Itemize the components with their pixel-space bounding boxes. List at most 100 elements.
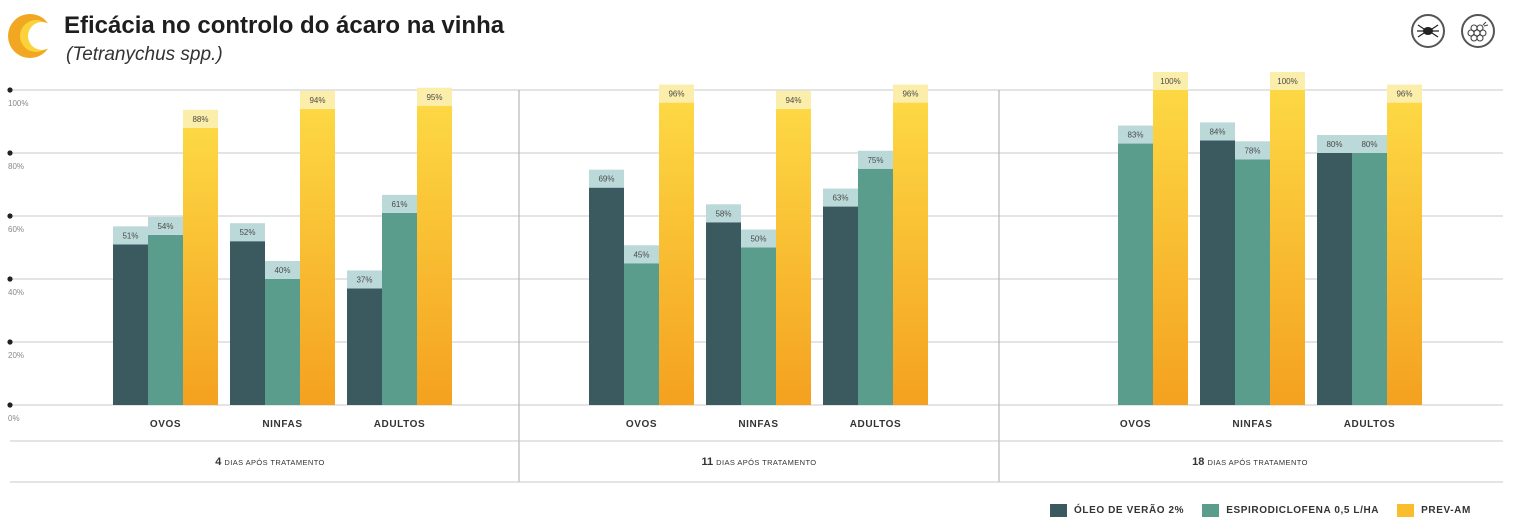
legend-label-oleo: ÓLEO DE VERÃO 2% [1074,505,1185,516]
data-label-bg [776,90,811,109]
category-label: OVOS [150,419,181,430]
bar [659,102,694,405]
data-label-bg [183,109,218,128]
data-label: 88% [192,115,208,124]
legend-swatch-espiro [1202,504,1220,517]
tick-dot [7,402,13,408]
category-label: ADULTOS [1344,419,1396,430]
data-label-bg [893,84,928,103]
legend: ÓLEO DE VERÃO 2% ESPIRODICLOFENA 0,5 L/H… [1050,504,1471,517]
data-label: 96% [902,90,918,99]
data-label-bg [589,169,624,188]
bar [893,102,928,405]
bar [265,279,300,405]
data-label-bg [1317,135,1352,153]
data-label: 45% [633,250,649,259]
tick-dot [7,276,13,282]
data-label-bg [1352,135,1387,153]
bar [183,127,218,406]
group-label: 18 DIAS APÓS TRATAMENTO [1192,456,1308,468]
data-label: 95% [426,93,442,102]
bar [624,263,659,405]
brand-logo [8,14,50,58]
legend-label-espiro: ESPIRODICLOFENA 0,5 L/HA [1226,505,1380,516]
bar [1317,153,1352,405]
legend-item-espiro: ESPIRODICLOFENA 0,5 L/HA [1202,504,1379,517]
bar [1153,90,1188,405]
y-tick-label: 100% [8,99,28,108]
bar [113,244,148,405]
legend-swatch-oleo [1050,504,1067,517]
data-label: 63% [832,194,848,203]
legend-label-prev: PREV-AM [1421,505,1471,516]
legend-item-prev: PREV-AM [1397,504,1471,517]
bar [382,212,417,405]
data-label: 83% [1127,131,1143,140]
data-label: 51% [122,231,138,240]
bar [347,288,382,405]
data-label: 61% [391,200,407,209]
data-label-bg [1153,72,1188,90]
tick-dot [7,339,13,345]
data-label-bg [1387,84,1422,103]
data-label: 94% [309,96,325,105]
chart-area: 0% 20% 40% 60% 80% 100% 51% 54% 88% OVOS 52% 40% 94%… [7,72,1503,483]
data-label-bg [1118,125,1153,144]
bar [706,222,741,405]
data-label: 78% [1244,146,1260,155]
category-label: NINFAS [738,419,778,430]
legend-swatch-prev [1397,504,1415,517]
category-label: NINFAS [1232,419,1272,430]
data-label-bg [230,223,265,242]
bar [148,234,183,405]
data-label-bg [347,270,382,289]
grapes-icon[interactable] [1461,14,1495,48]
data-label-bg [300,90,335,109]
data-label: 84% [1209,127,1225,136]
bar [823,206,858,405]
bar [741,247,776,405]
chart-subtitle: (Tetranychus spp.) [66,44,223,65]
bar [417,105,452,405]
bar [1352,153,1387,405]
category-label: NINFAS [262,419,302,430]
chart-title: Eficácia no controlo do ácaro na vinha [64,12,505,39]
bar [1387,102,1422,405]
group-label: 4 DIAS APÓS TRATAMENTO [215,456,325,468]
bar [1235,159,1270,405]
bar [858,168,893,405]
y-tick-label: 60% [8,225,24,234]
data-label-bg [706,204,741,223]
data-label: 50% [750,235,766,244]
bar [776,108,811,406]
data-label-bg [1235,141,1270,160]
data-label-bg [659,84,694,103]
bar [230,241,265,405]
mite-icon[interactable] [1411,14,1445,48]
tick-dot [7,213,13,219]
y-tick-label: 0% [8,414,20,423]
data-label-bg [624,245,659,264]
data-label: 69% [598,175,614,184]
data-label: 100% [1160,77,1180,86]
category-label: OVOS [626,419,657,430]
y-tick-label: 40% [8,288,24,297]
data-label: 54% [157,222,173,231]
category-label: ADULTOS [850,419,902,430]
data-label: 52% [239,228,255,237]
group-label: 11 DIAS APÓS TRATAMENTO [701,456,816,468]
category-label: OVOS [1120,419,1151,430]
bar [1118,143,1153,406]
data-label: 94% [785,96,801,105]
data-label: 80% [1326,140,1342,149]
legend-item-oleo: ÓLEO DE VERÃO 2% [1050,504,1184,517]
data-label-bg [382,194,417,213]
data-label: 96% [668,90,684,99]
category-label: ADULTOS [374,419,426,430]
bar [589,187,624,405]
bar [1200,140,1235,405]
data-label: 37% [356,275,372,284]
y-tick-label: 80% [8,162,24,171]
data-label-bg [1270,72,1305,90]
data-label-bg [265,261,300,279]
